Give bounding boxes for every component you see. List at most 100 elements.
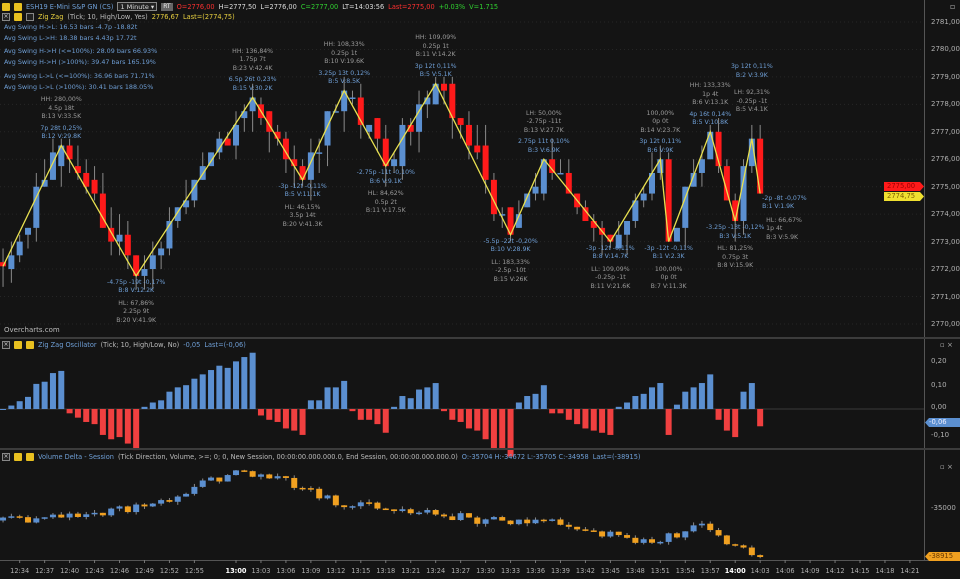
annotation-line: B:5 V:8.5K [328, 78, 361, 86]
annotation-line: 3.25p 13t 0,12% [318, 69, 370, 77]
oscillator-bar [299, 409, 306, 435]
oscillator-bar [249, 352, 256, 409]
panel-controls[interactable]: ▫ × [940, 341, 953, 349]
price-axis-label: 2773,00 [931, 237, 960, 246]
candle [33, 186, 40, 228]
copy-icon[interactable] [26, 12, 34, 21]
annotation-line: HL: 84,62% [367, 190, 404, 198]
time-axis-label: 13:12 [326, 567, 346, 575]
delta-candle [216, 477, 223, 482]
delta-candle [707, 523, 714, 531]
annotation-line: B:15 V:30.2K [232, 84, 273, 92]
oscillator-bar [723, 409, 730, 431]
panel-divider[interactable] [0, 337, 960, 339]
candle [432, 83, 439, 105]
oscillator-bar [291, 409, 298, 431]
annotation-line: 0.75p 3t [722, 253, 749, 261]
candle [532, 186, 539, 194]
annotation-line: B:8 V:15.9K [717, 262, 754, 269]
swing-annotation: HH: 136,84% 1.75p 7t B:23 V:42.4K [232, 48, 273, 74]
copy-icon[interactable] [26, 452, 34, 461]
candle [366, 124, 373, 132]
oscillator-bar [740, 391, 747, 409]
stat-line: Avg Swing H->H (>100%): 39.47 bars 165.1… [4, 58, 156, 66]
delta-candle [149, 503, 156, 507]
indicator-last: Last=(-0,06) [204, 340, 246, 349]
candle [515, 214, 522, 228]
swing-annotation: 2.75p 11t 0,10% B:3 V:6.9K [518, 138, 570, 155]
delta-candle [690, 525, 697, 532]
candle [74, 166, 81, 173]
delta-candle [16, 516, 23, 518]
delta-candle [66, 513, 73, 518]
maximize-icon[interactable]: ▫ [950, 2, 956, 11]
candle [208, 152, 215, 167]
delta-candle [324, 495, 331, 499]
lock-icon[interactable] [14, 340, 22, 349]
annotation-line: 6.5p 26t 0,23% [228, 76, 277, 84]
time-axis-label: 13:03 [251, 567, 271, 575]
candle [607, 234, 614, 242]
delta-candle [274, 476, 281, 479]
oscillator-bar [191, 378, 198, 409]
candle [216, 138, 223, 153]
realtime-button[interactable]: RT [161, 2, 173, 11]
indicator-value: 2776,67 [151, 12, 179, 21]
symbol-name[interactable]: ESH19 E-Mini S&P GN (CS) [26, 2, 114, 11]
oscillator-bar [632, 396, 639, 409]
indicator-name[interactable]: Zig Zag Oscillator [38, 340, 97, 349]
oscillator-bar [49, 373, 56, 409]
delta-candle [174, 496, 181, 502]
swing-annotation: HH: 109,09% 0.25p 1t B:11 V:14.2K [415, 34, 456, 60]
delta-candle [615, 531, 622, 536]
time-axis-label: 12:43 [85, 567, 105, 575]
swing-annotation: 100,00% 0p 0t B:7 V:11.3K [651, 266, 687, 292]
lock-icon[interactable] [14, 452, 22, 461]
annotation-line: 0.25p 1t [422, 42, 449, 50]
panel-controls[interactable]: ▫ × [940, 463, 953, 471]
candle [332, 111, 339, 113]
annotation-line: 100,00% [654, 265, 683, 273]
oscillator-bar [424, 387, 431, 409]
indicator-name[interactable]: Volume Delta - Session [38, 452, 114, 461]
oscillator-bar [216, 365, 223, 409]
axis-label: -35000 [931, 504, 956, 512]
folder-icon[interactable] [14, 2, 22, 11]
annotation-line: -0.25p -1t [736, 97, 768, 105]
time-axis-label: 12:34 [10, 567, 30, 575]
candle [740, 166, 747, 222]
delta-candle [74, 513, 81, 517]
indicator-name[interactable]: Zig Zag [38, 12, 64, 21]
annotation-line: 100,00% [646, 109, 675, 117]
close-icon[interactable]: × [2, 12, 10, 21]
copy-icon[interactable] [26, 340, 34, 349]
candle [557, 172, 564, 175]
oscillator-bar [407, 398, 414, 409]
annotation-line: -3.25p -13t -0,12% [706, 224, 765, 231]
annotation-line: HL: 81,25% [717, 245, 754, 252]
candle [565, 172, 572, 194]
oscillator-bar [574, 409, 581, 425]
candle [16, 241, 23, 256]
delta-candle [199, 480, 206, 487]
delta-candle [665, 533, 672, 542]
close-value: C=2777,00 [300, 2, 339, 11]
symbol-header: ESH19 E-Mini S&P GN (CS) 1 Minute ▾ RT O… [2, 1, 498, 12]
time-axis-label: 13:21 [401, 567, 421, 575]
volume-value: V=1.715 [469, 2, 499, 11]
lock-icon[interactable] [14, 12, 22, 21]
swing-annotation: HL: 67,86% 2.25p 9t B:20 V:41.9K [116, 300, 156, 326]
price-axis-label: 2779,00 [931, 72, 960, 81]
close-icon[interactable]: × [2, 452, 10, 461]
delta-candle [582, 529, 589, 531]
close-icon[interactable]: × [2, 340, 10, 349]
candle [91, 179, 98, 194]
delta-candle [424, 510, 431, 513]
timeframe-select[interactable]: 1 Minute ▾ [117, 2, 158, 11]
swing-annotation: 100,00% 0p 0t B:14 V:23.7K [640, 110, 680, 136]
annotation-line: 0p 0t [652, 118, 669, 126]
panel-divider[interactable] [0, 448, 960, 450]
lock-icon[interactable] [2, 2, 10, 11]
oscillator-bar [83, 409, 90, 422]
